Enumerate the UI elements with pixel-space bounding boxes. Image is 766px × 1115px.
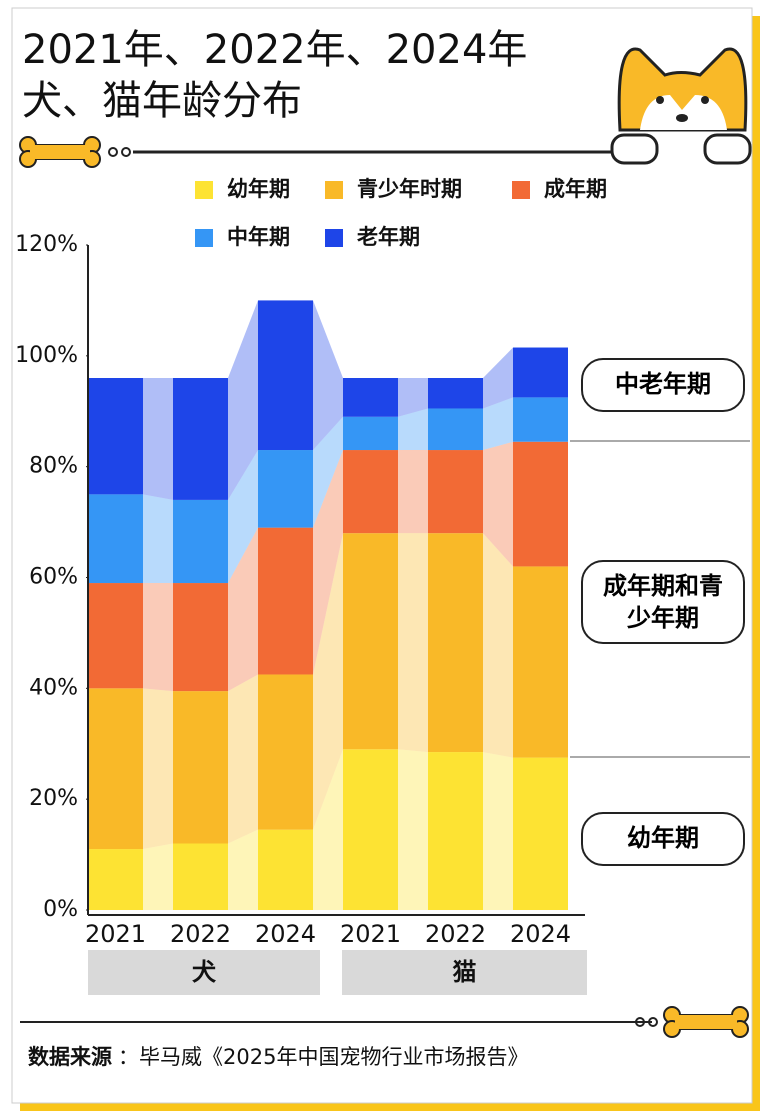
bar-segment: [428, 533, 483, 753]
connector: [228, 300, 258, 500]
bar-segment: [343, 416, 398, 451]
x-tick-label: 2021: [340, 920, 401, 948]
bar-segment: [513, 441, 568, 567]
connector: [228, 450, 258, 584]
bar-segment: [513, 757, 568, 910]
y-tick-label: 100%: [15, 343, 78, 368]
connector: [143, 688, 173, 850]
bone: [663, 1006, 749, 1038]
bar-segment: [88, 688, 143, 850]
bar-segment: [173, 583, 228, 692]
connector: [483, 441, 513, 567]
annotation: 成年期和青少年期: [581, 560, 745, 644]
legend-label: 老年期: [357, 225, 420, 249]
bar-segment: [343, 533, 398, 750]
connector: [143, 843, 173, 910]
source-text: ：毕马威《2025年中国宠物行业市场报告》: [118, 1045, 528, 1069]
legend-label: 成年期: [544, 177, 607, 201]
x-tick-label: 2024: [510, 920, 571, 948]
connector: [483, 397, 513, 451]
bone: [19, 136, 101, 168]
connector: [143, 583, 173, 692]
group-label: 猫: [453, 958, 477, 986]
bar-segment: [173, 691, 228, 844]
bar-segment: [343, 378, 398, 417]
connector: [483, 347, 513, 409]
dot: [635, 1017, 645, 1027]
legend-label: 青少年时期: [357, 177, 462, 201]
connector: [313, 533, 343, 830]
bar-segment: [173, 499, 228, 584]
bar-segment: [173, 378, 228, 500]
legend-label: 幼年期: [227, 177, 290, 201]
y-tick-label: 40%: [29, 675, 78, 700]
x-tick-label: 2021: [85, 920, 146, 948]
bar-segment: [343, 749, 398, 910]
connector: [483, 752, 513, 910]
source-label: 数据来源: [28, 1045, 112, 1069]
bar-segment: [428, 450, 483, 534]
bar-segment: [258, 674, 313, 830]
group-band: [342, 950, 587, 995]
x-tick-label: 2022: [425, 920, 486, 948]
bar-segment: [258, 300, 313, 451]
connector: [143, 494, 173, 584]
bar-segment: [513, 347, 568, 398]
annotation: 幼年期: [581, 812, 745, 866]
dot: [108, 147, 118, 157]
connector: [313, 450, 343, 675]
connector: [143, 378, 173, 500]
connector: [398, 749, 428, 910]
x-tick-label: 2022: [170, 920, 231, 948]
connector: [398, 408, 428, 451]
bar-segment: [88, 494, 143, 584]
bar-segment: [258, 829, 313, 910]
bar-segment: [513, 566, 568, 758]
y-tick-label: 20%: [29, 786, 78, 811]
legend-swatch: [325, 181, 343, 199]
bar-segment: [343, 450, 398, 534]
bar-segment: [88, 583, 143, 689]
bar-segment: [513, 397, 568, 442]
bar-segment: [258, 527, 313, 675]
group-label: 犬: [192, 958, 217, 986]
connector: [228, 527, 258, 692]
annotation: 中老年期: [581, 358, 745, 412]
bar-segment: [173, 843, 228, 910]
y-tick-label: 120%: [15, 232, 78, 257]
bar-segment: [88, 378, 143, 495]
connector: [398, 450, 428, 534]
bar-segment: [428, 752, 483, 910]
legend-label: 中年期: [227, 225, 290, 249]
bar-segment: [258, 450, 313, 528]
bar-segment: [88, 849, 143, 910]
legend-swatch: [512, 181, 530, 199]
bar-segment: [428, 378, 483, 409]
dog-icon: [610, 47, 752, 165]
title-line: 2021年、2022年、2024年: [22, 27, 527, 73]
y-tick-label: 80%: [29, 454, 78, 479]
connector: [228, 829, 258, 910]
connector: [228, 674, 258, 844]
dot: [121, 147, 131, 157]
connector: [398, 378, 428, 417]
connector: [313, 416, 343, 528]
dot: [648, 1017, 658, 1027]
legend-swatch: [195, 181, 213, 199]
connector: [398, 533, 428, 753]
group-band: [88, 950, 320, 995]
connector: [313, 300, 343, 451]
legend-swatch: [195, 229, 213, 247]
legend-swatch: [325, 229, 343, 247]
y-tick-label: 60%: [29, 565, 78, 590]
y-tick-label: 0%: [43, 897, 78, 922]
connector: [313, 749, 343, 910]
bar-segment: [428, 408, 483, 451]
title-line: 犬、猫年龄分布: [22, 78, 302, 124]
connector: [483, 533, 513, 758]
x-tick-label: 2024: [255, 920, 316, 948]
